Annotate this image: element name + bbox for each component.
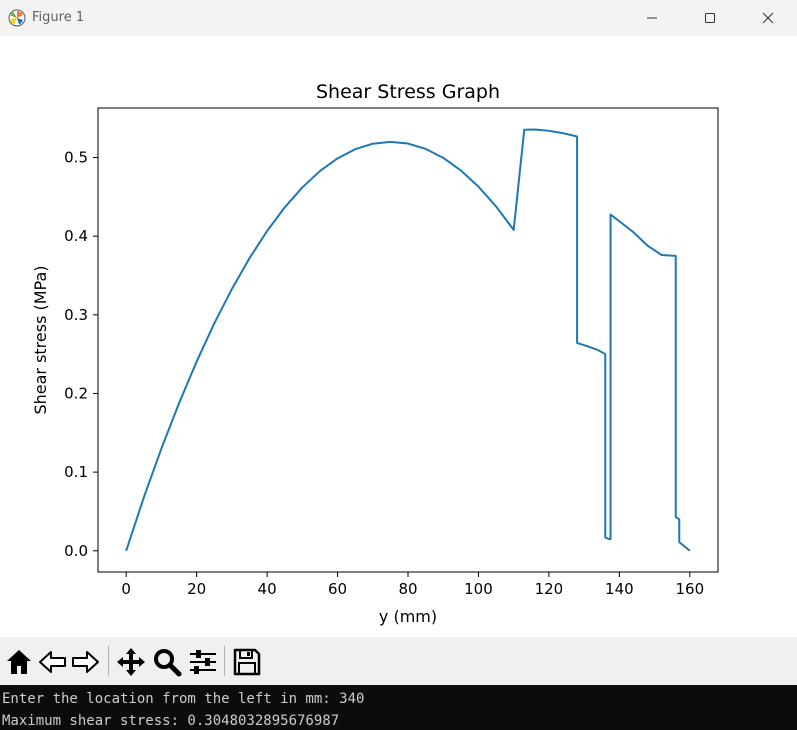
forward-icon bbox=[72, 651, 99, 673]
plot-frame bbox=[97, 107, 719, 573]
y-tick-label: 0.1 bbox=[64, 463, 88, 481]
zoom-icon bbox=[154, 649, 182, 677]
close-icon bbox=[762, 12, 774, 24]
y-tick-label: 0.4 bbox=[64, 227, 88, 245]
home-icon bbox=[7, 650, 31, 674]
y-tick-label: 0.3 bbox=[64, 306, 88, 324]
y-tick-label: 0.5 bbox=[64, 149, 88, 167]
forward-button[interactable] bbox=[70, 647, 100, 677]
maximize-icon bbox=[705, 13, 715, 23]
save-icon bbox=[233, 648, 261, 676]
x-axis-label: y (mm) bbox=[379, 607, 437, 626]
pan-button[interactable] bbox=[116, 647, 146, 677]
shear-stress-chart: Shear Stress Graph y (mm) Shear stress (… bbox=[31, 81, 719, 626]
figure-window: Figure 1 Shear Stress Graph y (mm) Shear… bbox=[0, 0, 797, 685]
terminal-console[interactable]: Enter the location from the left in mm: … bbox=[0, 685, 797, 730]
maximize-button[interactable] bbox=[681, 0, 739, 36]
zoom-button[interactable] bbox=[152, 647, 182, 677]
shear-stress-line bbox=[125, 128, 691, 552]
pan-icon bbox=[117, 648, 145, 676]
chart-title: Shear Stress Graph bbox=[316, 81, 500, 103]
minimize-button[interactable] bbox=[623, 0, 681, 36]
back-button[interactable] bbox=[38, 647, 68, 677]
configure-subplots-button[interactable] bbox=[188, 647, 218, 677]
x-tick-label: 40 bbox=[258, 580, 277, 598]
toolbar-separator bbox=[224, 646, 225, 676]
window-title: Figure 1 bbox=[32, 10, 85, 25]
minimize-icon bbox=[647, 17, 657, 19]
toolbar-separator bbox=[108, 646, 109, 676]
x-tick-label: 140 bbox=[605, 580, 634, 598]
console-line-prompt: Enter the location from the left in mm: … bbox=[2, 691, 365, 707]
save-button[interactable] bbox=[232, 647, 262, 677]
y-ticks: 0.0 0.1 0.2 0.3 0.4 0.5 bbox=[64, 149, 98, 560]
x-ticks: 0 20 40 60 80 100 120 140 160 bbox=[121, 572, 704, 598]
x-tick-label: 160 bbox=[675, 580, 704, 598]
figure-canvas[interactable]: Shear Stress Graph y (mm) Shear stress (… bbox=[0, 36, 797, 637]
x-tick-label: 60 bbox=[328, 580, 347, 598]
navigation-toolbar bbox=[0, 637, 797, 685]
y-tick-label: 0.2 bbox=[64, 384, 88, 402]
back-icon bbox=[39, 651, 66, 673]
y-axis-label: Shear stress (MPa) bbox=[31, 265, 50, 414]
close-button[interactable] bbox=[739, 0, 797, 36]
x-tick-label: 120 bbox=[535, 580, 564, 598]
y-tick-label: 0.0 bbox=[64, 542, 88, 560]
x-tick-label: 100 bbox=[464, 580, 493, 598]
x-tick-label: 20 bbox=[187, 580, 206, 598]
configure-subplots-icon bbox=[190, 650, 216, 674]
matplotlib-logo-icon bbox=[8, 9, 26, 27]
home-button[interactable] bbox=[4, 647, 34, 677]
x-tick-label: 0 bbox=[121, 580, 131, 598]
x-tick-label: 80 bbox=[398, 580, 417, 598]
title-bar[interactable]: Figure 1 bbox=[0, 0, 797, 36]
console-line-result: Maximum shear stress: 0.3048032895676987 bbox=[2, 713, 340, 729]
